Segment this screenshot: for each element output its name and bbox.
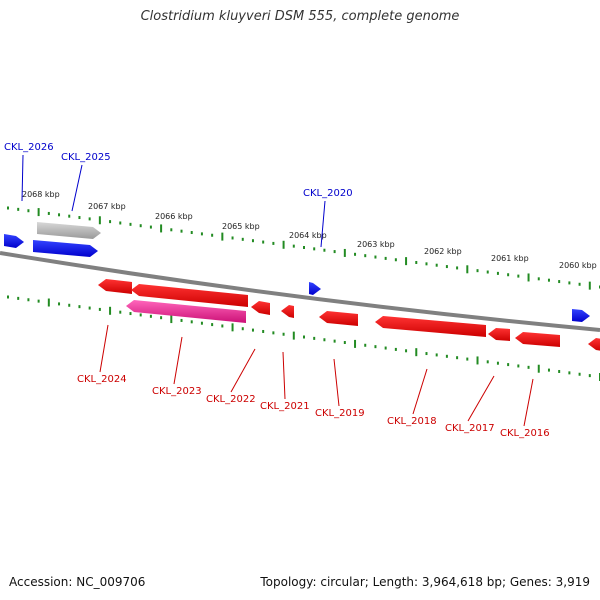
gene-label-ckl-2023: CKL_2023 [152,386,202,397]
gene-labels: CKL_2026 CKL_2025 CKL_2020 CKL_2024 CKL_2023… [4,142,550,439]
gene-arrow-forward [309,282,321,295]
leader-line [71,164,83,212]
gene-label-ckl-2016: CKL_2016 [500,428,550,439]
leader-line [21,154,24,202]
genome-backbone [0,251,600,332]
leader-line [99,324,109,373]
gene-arrow-forward [4,234,24,248]
scale-label: 2060 kbp [559,261,597,270]
gene-label-ckl-2022: CKL_2022 [206,394,256,405]
gene-arrow-reverse [281,305,294,318]
gene-label-ckl-2017: CKL_2017 [445,423,495,434]
pseudogene-box-forward [37,222,101,239]
accession-text: Accession: NC_009706 [9,575,146,589]
gene-arrow-reverse [131,284,248,307]
gene-arrow-reverse [98,279,132,294]
scale-label: 2064 kbp [289,231,327,240]
leader-line [173,336,183,385]
leader-line [523,378,534,427]
leader-line [412,368,428,415]
scale-label: 2062 kbp [424,247,462,256]
forward-tick-track [7,206,600,290]
leader-line [333,358,340,407]
gene-arrow-reverse [251,301,270,315]
gene-label-ckl-2018: CKL_2018 [387,416,437,427]
gene-label-ckl-2020: CKL_2020 [303,188,353,199]
leader-line [320,200,326,248]
leader-line [282,351,286,400]
gene-label-ckl-2025: CKL_2025 [61,152,111,163]
gene-arrow-reverse [515,332,560,347]
gene-label-ckl-2024: CKL_2024 [77,374,127,385]
leader-line [230,348,256,393]
scale-label: 2063 kbp [357,240,395,249]
gene-arrow-reverse [375,316,486,337]
scale-label: 2068 kbp [22,190,60,199]
gene-arrow-forward [572,309,590,322]
gene-arrow-reverse [488,328,510,341]
gene-features [4,222,600,351]
scale-labels: 2068 kbp 2067 kbp 2066 kbp 2065 kbp 2064 kbp… [22,190,597,270]
gene-arrow-reverse [588,338,600,351]
gene-arrow-reverse [319,311,358,326]
reverse-tick-track [7,295,600,381]
gene-arrow-forward [33,240,98,257]
genome-title: Clostridium kluyveri DSM 555, complete g… [140,9,460,24]
pseudogene-box-reverse [126,300,246,323]
scale-label: 2065 kbp [222,222,260,231]
gene-label-ckl-2019: CKL_2019 [315,408,365,419]
scale-label: 2066 kbp [155,212,193,221]
genome-summary-text: Topology: circular; Length: 3,964,618 bp… [260,575,590,589]
scale-label: 2061 kbp [491,254,529,263]
scale-label: 2067 kbp [88,202,126,211]
gene-label-ckl-2021: CKL_2021 [260,401,310,412]
leader-line [467,375,495,422]
gene-label-ckl-2026: CKL_2026 [4,142,54,153]
